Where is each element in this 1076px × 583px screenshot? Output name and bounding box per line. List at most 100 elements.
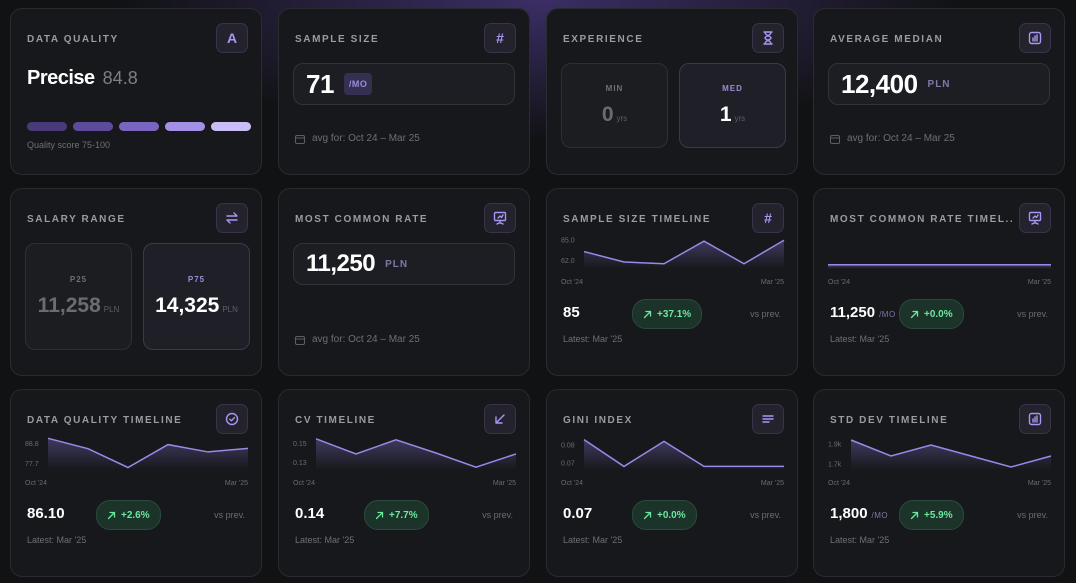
change-text: +37.1% (657, 308, 692, 320)
x-axis-label: Oct '24 (293, 480, 315, 487)
footer: avg for: Oct 24 – Mar 25 (295, 334, 420, 345)
card: STD DEV TIMELINE 1.9k 1.7k Oct '24 Mar '25 1,… (813, 389, 1065, 577)
card: SAMPLE SIZE #71/MO avg for: Oct 24 – Mar 2… (278, 8, 530, 175)
latest-number: 86.10 (27, 505, 65, 522)
stat-value: 11,258 PLN (38, 294, 120, 318)
icon-button (752, 23, 784, 53)
compare-label: vs prev. (750, 309, 781, 319)
card-title: SALARY RANGE (27, 214, 126, 225)
quality-caption: Quality score 75-100 (27, 140, 111, 150)
icon (493, 211, 507, 225)
change-badge: +7.7% (364, 500, 429, 530)
sparkline-line (583, 438, 784, 468)
icon-button (484, 203, 516, 233)
value-field: 71/MO (293, 63, 515, 105)
y-tick-label: 0.07 (561, 460, 575, 467)
stat-box: P75 14,325 PLN (143, 243, 250, 350)
latest-unit: /MO (879, 310, 896, 319)
sparkline-line (315, 438, 517, 468)
arrow-icon (910, 511, 919, 519)
footer-text: avg for: Oct 24 – Mar 25 (847, 133, 955, 144)
card-title: EXPERIENCE (563, 34, 644, 45)
stat-box: MIN 0 yrs (561, 63, 668, 148)
card-title: SAMPLE SIZE TIMELINE (563, 214, 712, 225)
card: CV TIMELINE 0.15 0.13 Oct '24 Mar '25 0.14 +7.… (278, 389, 530, 577)
latest-value: 85 (563, 304, 580, 321)
y-tick-label: 85.0 (561, 238, 575, 245)
stat-number: 11,258 (37, 294, 101, 317)
icon (762, 415, 774, 423)
x-axis-label: Mar '25 (493, 480, 516, 487)
quality-head: Precise 84.8 (27, 67, 138, 90)
period-label: Latest: Mar '25 (563, 334, 623, 344)
icon (1028, 412, 1042, 426)
icon-button: # (484, 23, 516, 53)
footer: avg for: Oct 24 – Mar 25 (295, 133, 420, 144)
change-text: +5.9% (924, 509, 953, 521)
stat-unit: PLN (222, 305, 238, 314)
sparkline-area (584, 240, 784, 269)
change-badge: +5.9% (899, 500, 964, 530)
card-title: STD DEV TIMELINE (830, 415, 949, 426)
y-tick-label: 0.13 (293, 460, 307, 467)
quality-level (73, 122, 113, 131)
card-title: SAMPLE SIZE (295, 34, 380, 45)
arrow-icon (910, 310, 919, 318)
compare-label: vs prev. (482, 510, 513, 520)
stat-unit: yrs (734, 114, 746, 123)
card-title: GINI INDEX (563, 415, 633, 426)
card: AVERAGE MEDIAN 12,400 PLN avg for: Oct 24 –… (813, 8, 1065, 175)
quality-level (27, 122, 67, 131)
icon (1028, 211, 1042, 225)
stat-number: 14,325 (155, 294, 220, 317)
x-axis-label: Oct '24 (561, 279, 583, 286)
card: DATA QUALITY A Precise 84.8 Quality score 75… (10, 8, 262, 175)
card: SAMPLE SIZE TIMELINE #85.0 62.0 Oct '24 Mar … (546, 188, 798, 376)
x-axis-label: Oct '24 (25, 480, 47, 487)
stat-label: MIN (605, 84, 624, 93)
footer-text: avg for: Oct 24 – Mar 25 (312, 133, 420, 144)
stat-number: 1 (719, 103, 732, 126)
sparkline-area (316, 438, 516, 470)
latest-number: 1,800 (830, 505, 868, 522)
calendar-icon (295, 134, 305, 144)
change-badge: +37.1% (632, 299, 703, 329)
quality-level (211, 122, 251, 131)
x-axis-label: Mar '25 (761, 480, 784, 487)
stat-label: P75 (187, 275, 206, 284)
quality-label: Precise (27, 67, 95, 89)
card: MOST COMMON RATE TIMEL... Oct '24 Mar '25 1… (813, 188, 1065, 376)
card: GINI INDEX 0.08 0.07 Oct '24 Mar '25 0.07 +0.0… (546, 389, 798, 577)
stat-label: P25 (69, 275, 88, 284)
latest-value: 86.10 (27, 505, 65, 522)
icon (495, 414, 505, 424)
x-axis-label: Mar '25 (1028, 480, 1051, 487)
y-tick-label: 1.9k (828, 442, 842, 449)
value-field: 12,400 PLN (828, 63, 1050, 105)
icon (226, 212, 238, 224)
change-badge: +2.6% (96, 500, 161, 530)
sparkline-area (584, 439, 784, 470)
value: 11,250 (306, 250, 376, 277)
change-badge: +0.0% (632, 500, 697, 530)
compare-label: vs prev. (750, 510, 781, 520)
sparkline: 0.08 0.07 Oct '24 Mar '25 (561, 438, 784, 487)
sparkline-line (850, 439, 1052, 468)
stat-value: 1 yrs (720, 103, 745, 127)
y-tick-label: 62.0 (561, 258, 575, 265)
latest-number: 0.07 (563, 505, 593, 522)
stat-value: 0 yrs (602, 103, 627, 127)
sparkline-area (828, 264, 1051, 269)
footer-text: avg for: Oct 24 – Mar 25 (312, 334, 420, 345)
sparkline: 1.9k 1.7k Oct '24 Mar '25 (828, 439, 1052, 487)
x-axis-label: Oct '24 (561, 480, 583, 487)
card-title: DATA QUALITY (27, 34, 119, 45)
x-axis-label: Oct '24 (828, 279, 850, 286)
period-label: Latest: Mar '25 (830, 334, 890, 344)
stat-box: P25 11,258 PLN (25, 243, 132, 350)
card: SALARY RANGE P25 11,258 PLN P75 14,325 PLN (10, 188, 262, 376)
stat-label: MED (722, 84, 743, 93)
icon-button (484, 404, 516, 434)
y-tick-label: 0.08 (561, 442, 575, 449)
